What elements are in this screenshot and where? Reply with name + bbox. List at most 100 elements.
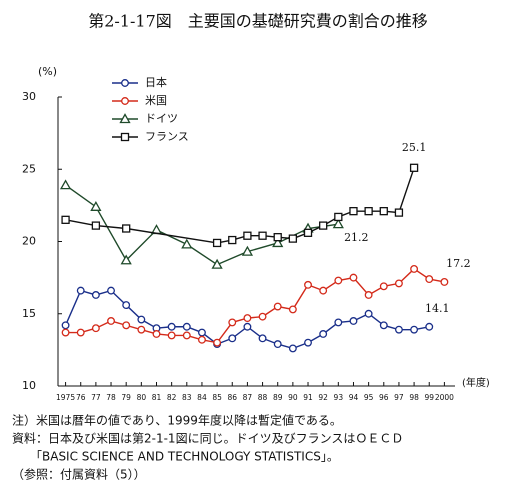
x-tick-label: 78: [106, 393, 116, 402]
data-point: [61, 321, 70, 330]
data-point: [410, 265, 419, 273]
note: 資料：日本及び米国は第2-1-1図に同じ。ドイツ及びフランスはＯＥＣＤ: [12, 432, 403, 446]
data-point: [211, 258, 223, 269]
data-point: [228, 334, 237, 343]
data-point: [425, 322, 434, 331]
x-tick-label: 95: [364, 393, 374, 402]
x-tick-label: 93: [334, 393, 344, 402]
data-point: [228, 235, 237, 245]
x-tick-label: 97: [394, 393, 404, 402]
data-point: [61, 215, 70, 224]
x-tick-label: 76: [76, 393, 86, 402]
x-tick-label: 98: [409, 393, 419, 402]
data-point: [137, 325, 146, 334]
data-point: [304, 338, 312, 347]
data-point: [304, 280, 312, 289]
data-point: [182, 331, 191, 340]
data-point: [122, 321, 131, 330]
data-point: [332, 218, 344, 229]
note: 注）米国は暦年の値であり、1999年度以降は暫定値である。: [12, 413, 342, 428]
series-line: [65, 184, 339, 266]
data-point: [319, 330, 328, 338]
data-point: [243, 322, 252, 331]
x-tick-label: 96: [379, 393, 389, 402]
data-point: [76, 286, 85, 295]
x-tick-label: 87: [243, 393, 253, 402]
x-tick-label: 77: [91, 393, 101, 402]
data-point: [107, 317, 115, 325]
data-point: [394, 208, 404, 217]
data-point: [258, 312, 267, 321]
legend-marker: [121, 97, 129, 105]
data-label: 21.2: [344, 231, 369, 244]
data-point: [122, 224, 131, 233]
data-point: [91, 324, 100, 333]
legend-label: ドイツ: [145, 112, 178, 125]
x-tick-label: 94: [349, 393, 359, 402]
x-tick-label: 81: [152, 393, 162, 402]
x-tick-label: 85: [212, 393, 222, 402]
data-point: [137, 315, 146, 324]
data-point: [349, 207, 358, 216]
data-point: [182, 322, 191, 331]
note: （参照：付属資料（5））: [12, 467, 146, 482]
data-point: [243, 314, 252, 323]
y-tick-label: 10: [22, 379, 36, 392]
x-tick-label: 1975: [56, 393, 75, 402]
data-point: [273, 233, 282, 242]
x-tick-label: 82: [167, 393, 177, 402]
x-tick-label: 89: [273, 393, 283, 402]
data-point: [349, 273, 358, 282]
data-point: [120, 254, 132, 265]
data-point: [272, 237, 284, 248]
data-point: [334, 276, 343, 285]
data-point: [379, 321, 388, 330]
x-tick-label: 83: [182, 393, 192, 402]
data-point: [76, 328, 85, 337]
legend-label: 日本: [145, 75, 167, 89]
data-point: [243, 231, 252, 240]
data-label: 25.1: [402, 141, 427, 154]
x-tick-label: 84: [197, 393, 207, 402]
y-tick-label: 20: [22, 235, 36, 248]
x-tick-label: 79: [121, 393, 131, 402]
data-point: [228, 318, 237, 327]
y-axis-label: (%): [38, 65, 57, 78]
legend-label: フランス: [145, 130, 189, 143]
data-point: [122, 301, 131, 310]
legend-marker: [119, 113, 131, 124]
x-tick-label: 90: [288, 393, 298, 402]
data-point: [198, 328, 206, 337]
legend-marker: [120, 132, 130, 142]
data-point: [167, 322, 176, 331]
data-point: [334, 212, 343, 222]
data-point: [241, 245, 254, 256]
data-point: [394, 279, 403, 288]
note: 「BASIC SCIENCE AND TECHNOLOGY STATISTICS…: [12, 450, 339, 464]
data-point: [379, 282, 388, 291]
x-tick-label: 86: [227, 393, 237, 402]
data-point: [91, 221, 101, 230]
data-point: [167, 331, 176, 340]
data-point: [273, 340, 282, 349]
data-point: [61, 328, 70, 337]
legend-label: 米国: [145, 94, 167, 107]
data-point: [181, 238, 193, 249]
data-point: [379, 207, 388, 216]
data-point: [364, 291, 373, 299]
y-tick-label: 30: [22, 90, 36, 103]
data-point: [349, 317, 358, 325]
data-point: [319, 221, 328, 230]
y-tick-label: 15: [22, 307, 36, 320]
data-point: [334, 318, 343, 327]
x-tick-label: 92: [318, 393, 328, 402]
data-point: [410, 325, 419, 334]
x-tick-label: 99: [424, 393, 434, 402]
data-label: 17.2: [446, 257, 471, 270]
data-point: [364, 309, 373, 318]
x-tick-label: 91: [303, 393, 313, 402]
x-tick-label: 2000: [435, 393, 454, 402]
data-point: [273, 302, 282, 311]
data-point: [440, 278, 449, 286]
data-point: [258, 231, 267, 240]
